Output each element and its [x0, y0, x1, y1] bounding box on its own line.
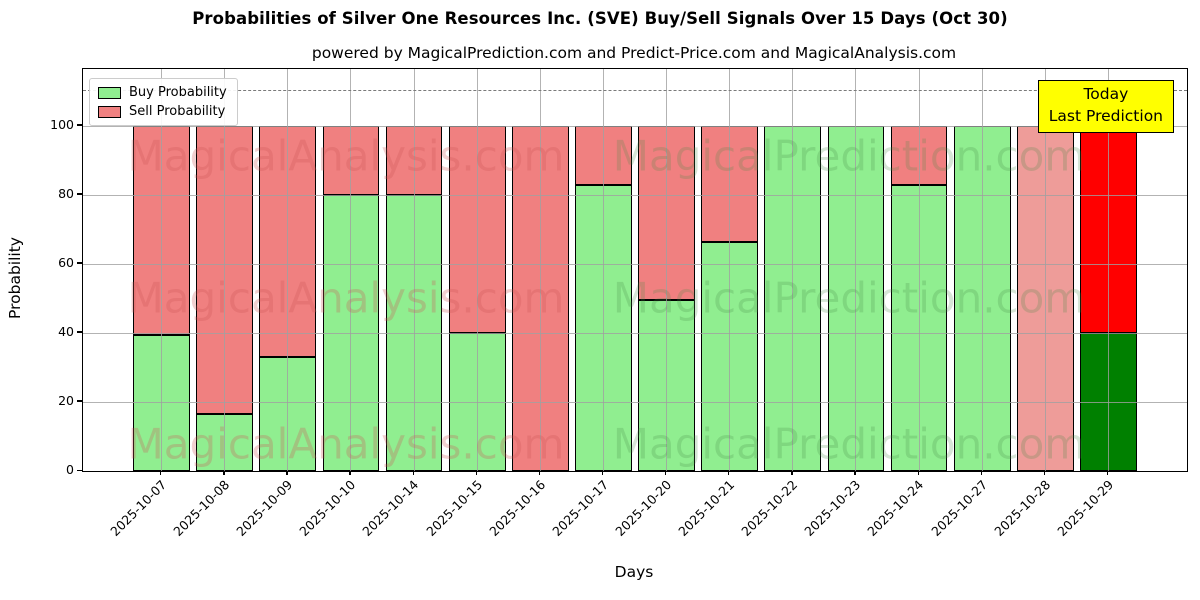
x-tick-2025-10-07 — [160, 470, 162, 475]
y-tick-label-80: 80 — [58, 185, 74, 201]
legend-label-sell: Sell Probability — [129, 104, 226, 119]
gridline-y-80 — [83, 194, 1187, 196]
gridline-x-2025-10-09 — [287, 69, 289, 471]
chart-subtitle: powered by MagicalPrediction.com and Pre… — [311, 44, 957, 62]
gridline-y-60 — [83, 263, 1187, 265]
x-tick-label-2025-10-09: 2025-10-09 — [233, 477, 296, 539]
chart-title: Probabilities of Silver One Resources In… — [192, 9, 1008, 28]
sell-probability-swatch — [98, 105, 121, 118]
gridline-x-2025-10-28 — [1044, 69, 1046, 471]
y-axis-label: Probability — [6, 237, 24, 319]
y-tick-100 — [77, 124, 82, 126]
x-tick-2025-10-16 — [538, 470, 541, 475]
x-tick-2025-10-23 — [854, 470, 856, 475]
legend: Buy Probability Sell Probability — [89, 78, 238, 126]
buy-probability-swatch — [98, 86, 121, 99]
today-annotation-line2: Last Prediction — [1048, 107, 1163, 126]
gridline-y-100 — [83, 125, 1187, 127]
x-tick-2025-10-22 — [791, 470, 793, 475]
y-tick-60 — [77, 262, 82, 264]
gridline-x-2025-10-07 — [161, 69, 163, 471]
x-tick-2025-10-17 — [601, 470, 604, 475]
y-tick-40 — [77, 331, 82, 333]
y-tick-20 — [77, 400, 82, 402]
x-tick-2025-10-21 — [728, 470, 730, 475]
x-tick-label-2025-10-07: 2025-10-07 — [107, 477, 170, 539]
gridline-y-20 — [83, 401, 1187, 403]
x-tick-label-2025-10-16: 2025-10-16 — [485, 477, 548, 539]
x-tick-label-2025-10-14: 2025-10-14 — [359, 477, 422, 539]
plot-area: Buy Probability Sell Probability Today L… — [82, 68, 1188, 472]
x-tick-2025-10-15 — [475, 470, 477, 475]
x-tick-2025-10-27 — [980, 470, 982, 475]
gridline-x-2025-10-14 — [413, 69, 415, 471]
x-tick-2025-10-10 — [349, 470, 351, 475]
gridline-x-2025-10-27 — [981, 69, 983, 471]
today-annotation-line1: Today — [1083, 85, 1129, 103]
x-tick-label-2025-10-29: 2025-10-29 — [1054, 477, 1117, 539]
y-tick-0 — [77, 469, 82, 471]
gridline-x-2025-10-10 — [350, 69, 352, 471]
y-tick-label-60: 60 — [58, 254, 74, 270]
gridline-x-2025-10-24 — [918, 69, 920, 471]
today-annotation: Today Last Prediction — [1037, 80, 1174, 133]
gridline-x-2025-10-21 — [729, 69, 731, 471]
x-tick-label-2025-10-21: 2025-10-21 — [675, 477, 738, 539]
guide-dashed-line — [83, 89, 1187, 91]
y-tick-label-100: 100 — [50, 116, 74, 132]
x-tick-label-2025-10-28: 2025-10-28 — [990, 477, 1053, 539]
x-tick-label-2025-10-23: 2025-10-23 — [801, 477, 864, 539]
x-axis-label: Days — [614, 563, 654, 581]
gridline-x-2025-10-15 — [476, 69, 478, 471]
x-tick-2025-10-28 — [1043, 470, 1046, 475]
gridline-x-2025-10-20 — [666, 69, 668, 471]
y-tick-80 — [77, 193, 82, 195]
gridline-x-2025-10-23 — [855, 69, 857, 471]
x-tick-label-2025-10-10: 2025-10-10 — [296, 477, 359, 539]
x-tick-label-2025-10-20: 2025-10-20 — [612, 477, 675, 539]
gridline-y-40 — [83, 332, 1187, 334]
x-tick-label-2025-10-27: 2025-10-27 — [927, 477, 990, 539]
legend-item-sell: Sell Probability — [98, 104, 227, 119]
x-tick-label-2025-10-22: 2025-10-22 — [738, 477, 801, 539]
x-tick-2025-10-08 — [223, 470, 225, 475]
gridline-x-2025-10-08 — [224, 69, 226, 471]
x-tick-label-2025-10-17: 2025-10-17 — [549, 477, 612, 539]
legend-item-buy: Buy Probability — [98, 85, 227, 100]
x-tick-2025-10-09 — [286, 470, 288, 475]
y-tick-label-40: 40 — [58, 323, 74, 339]
y-tick-label-0: 0 — [66, 462, 74, 477]
legend-label-buy: Buy Probability — [129, 85, 227, 100]
x-tick-label-2025-10-08: 2025-10-08 — [170, 477, 233, 539]
x-tick-2025-10-29 — [1106, 470, 1109, 475]
x-tick-label-2025-10-24: 2025-10-24 — [864, 477, 927, 539]
gridline-x-2025-10-16 — [539, 69, 541, 471]
gridline-x-2025-10-29 — [1107, 69, 1109, 471]
x-tick-2025-10-24 — [917, 470, 919, 475]
gridline-x-2025-10-22 — [792, 69, 794, 471]
x-tick-2025-10-14 — [412, 470, 414, 475]
y-tick-label-20: 20 — [58, 392, 74, 408]
x-tick-2025-10-20 — [665, 470, 667, 475]
x-tick-label-2025-10-15: 2025-10-15 — [422, 477, 485, 539]
gridline-x-2025-10-17 — [602, 69, 604, 471]
